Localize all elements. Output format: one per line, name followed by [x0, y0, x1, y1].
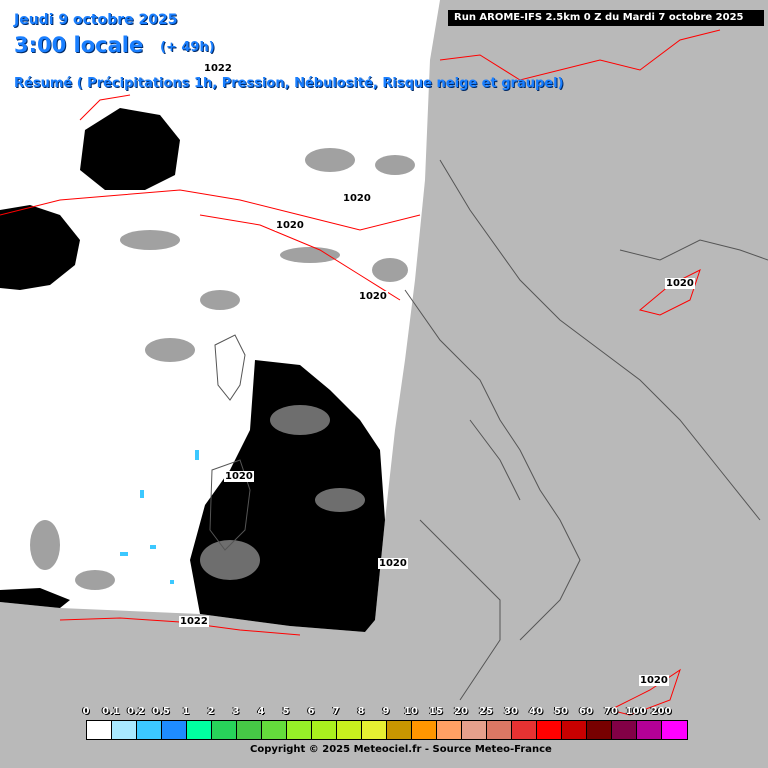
- legend-label: 100: [625, 706, 647, 717]
- legend-label: 70: [604, 706, 618, 717]
- legend-swatch: [312, 721, 337, 739]
- map-summary: Résumé ( Précipitations 1h, Pression, Né…: [14, 76, 564, 91]
- legend-swatch: [487, 721, 512, 739]
- legend-swatch: [537, 721, 562, 739]
- legend-swatch: [612, 721, 637, 739]
- legend-label: 2: [207, 706, 215, 717]
- isobar-label: 1022: [203, 63, 233, 74]
- legend-label: 40: [529, 706, 543, 717]
- clear-sky-area: [0, 205, 80, 290]
- legend-label: 6: [307, 706, 315, 717]
- legend-swatch: [212, 721, 237, 739]
- run-banner: Run AROME-IFS 2.5km 0 Z du Mardi 7 octob…: [448, 10, 764, 26]
- legend-swatch: [162, 721, 187, 739]
- legend-labels: 0 0.1 0.2 0.5 1 2 3 4 5 6 7 8 9 10 15 20 25 30 40 50 60 70 100…: [82, 706, 696, 720]
- legend-swatch: [587, 721, 612, 739]
- isobar-label: 1020: [358, 291, 388, 302]
- legend-label: 4: [257, 706, 265, 717]
- isobar-label: 1020: [224, 471, 254, 482]
- legend-label: 0.5: [152, 706, 170, 717]
- legend-label: 60: [579, 706, 593, 717]
- legend-swatches: [86, 720, 688, 740]
- legend-swatch: [412, 721, 437, 739]
- isobar-label: 1020: [639, 675, 669, 686]
- legend-label: 1: [182, 706, 190, 717]
- legend-swatch: [112, 721, 137, 739]
- isobar-label: 1020: [342, 193, 372, 204]
- legend-swatch: [562, 721, 587, 739]
- legend-swatch: [437, 721, 462, 739]
- legend-swatch: [87, 721, 112, 739]
- legend-swatch: [237, 721, 262, 739]
- isobar-label: 1020: [378, 558, 408, 569]
- legend-label: 15: [429, 706, 443, 717]
- legend-swatch: [337, 721, 362, 739]
- legend-swatch: [187, 721, 212, 739]
- legend-label: 9: [382, 706, 390, 717]
- legend-swatch: [637, 721, 662, 739]
- isobar-label: 1020: [275, 220, 305, 231]
- legend-label: 50: [554, 706, 568, 717]
- copyright: Copyright © 2025 Meteociel.fr - Source M…: [250, 744, 552, 755]
- forecast-offset: (+ 49h): [160, 40, 215, 55]
- legend-label: 20: [454, 706, 468, 717]
- clear-sky-area: [80, 108, 180, 190]
- legend-label: 200: [650, 706, 672, 717]
- legend-label: 0: [82, 706, 90, 717]
- legend-label: 0.2: [127, 706, 145, 717]
- legend-swatch: [512, 721, 537, 739]
- legend-label: 10: [404, 706, 418, 717]
- forecast-time: 3:00 locale: [14, 33, 144, 57]
- legend-swatch: [137, 721, 162, 739]
- legend-swatch: [262, 721, 287, 739]
- legend-swatch: [662, 721, 687, 739]
- legend-swatch: [387, 721, 412, 739]
- isobar-label: 1020: [665, 278, 695, 289]
- legend-swatch: [462, 721, 487, 739]
- legend-label: 30: [504, 706, 518, 717]
- isobar-label: 1022: [179, 616, 209, 627]
- forecast-date: Jeudi 9 octobre 2025: [14, 12, 178, 28]
- legend-swatch: [362, 721, 387, 739]
- legend-label: 7: [332, 706, 340, 717]
- legend-label: 0.1: [102, 706, 120, 717]
- legend-label: 3: [232, 706, 240, 717]
- legend-label: 25: [479, 706, 493, 717]
- clear-sky-area: [0, 588, 70, 608]
- legend-label: 8: [357, 706, 365, 717]
- legend-label: 5: [282, 706, 290, 717]
- precip-legend: 0 0.1 0.2 0.5 1 2 3 4 5 6 7 8 9 10 15 20 25 30 40 50 60 70 100…: [82, 706, 696, 740]
- legend-swatch: [287, 721, 312, 739]
